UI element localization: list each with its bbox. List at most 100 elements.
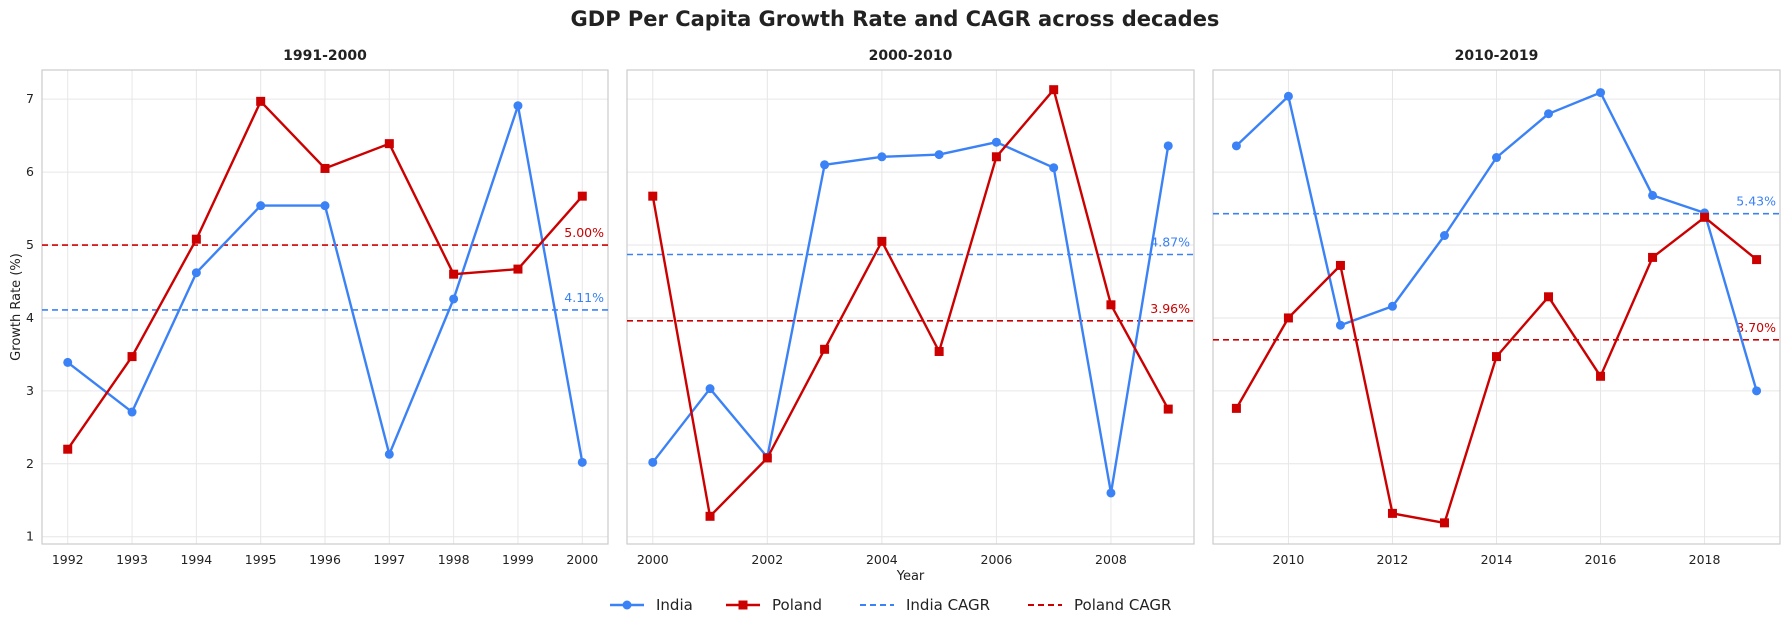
india-point <box>1283 91 1293 101</box>
india-point <box>1544 109 1554 119</box>
india-point <box>1231 141 1241 151</box>
india-cagr-label: 4.87% <box>1150 234 1190 249</box>
poland-point <box>256 96 266 106</box>
poland-point <box>384 139 394 149</box>
x-axis-label: Year <box>896 569 925 584</box>
poland-point <box>1648 252 1658 262</box>
figure-title: GDP Per Capita Growth Rate and CAGR acro… <box>571 7 1220 31</box>
poland-point <box>1700 212 1710 222</box>
india-point <box>648 457 658 467</box>
panel-2: 2000-2010 2000 2002 2004 2006 2008 Year 4.87% 3.… <box>626 48 1195 584</box>
y-tick-label: 7 <box>26 91 34 106</box>
poland-point <box>1049 85 1059 95</box>
y-tick-label: 3 <box>26 383 34 398</box>
x-tick-label: 2000 <box>566 552 598 567</box>
india-point <box>705 384 715 394</box>
x-tick-label: 2016 <box>1585 552 1617 567</box>
india-point <box>1596 88 1606 98</box>
india-point <box>191 268 201 278</box>
panel-3: 2010-2019 2010 2012 2014 2016 2018 5.43% 3.70% <box>1212 48 1781 567</box>
x-tick-label: 2008 <box>1095 552 1127 567</box>
poland-point <box>1163 404 1173 414</box>
india-point <box>449 294 459 304</box>
poland-point <box>1231 403 1241 413</box>
x-tick-label: 2002 <box>751 552 783 567</box>
poland-point <box>577 191 587 201</box>
poland-point <box>762 453 772 463</box>
panel-title: 2000-2010 <box>869 48 953 64</box>
poland-point <box>1106 300 1116 310</box>
poland-point <box>991 152 1001 162</box>
x-tick-label: 2014 <box>1481 552 1513 567</box>
poland-point <box>513 264 523 274</box>
india-point <box>63 357 73 367</box>
poland-point <box>1752 255 1762 265</box>
plot-frame <box>626 69 1195 545</box>
x-tick-label: 1994 <box>180 552 212 567</box>
y-axis-label: Growth Rate (%) <box>9 253 24 361</box>
plot-area <box>627 70 1194 544</box>
legend-poland-label: Poland <box>772 596 822 614</box>
x-tick-label: 2006 <box>981 552 1013 567</box>
poland-point <box>1283 313 1293 323</box>
x-tick-label: 1997 <box>373 552 405 567</box>
india-point <box>820 160 830 170</box>
india-point <box>513 101 523 111</box>
india-point <box>256 201 266 211</box>
india-point <box>1752 386 1762 396</box>
india-point <box>877 152 887 162</box>
x-tick-label: 1996 <box>309 552 341 567</box>
legend-poland-marker <box>738 600 748 610</box>
poland-point <box>705 511 715 521</box>
poland-series-line <box>651 88 1170 518</box>
poland-point <box>1439 518 1449 528</box>
poland-point <box>820 344 830 354</box>
x-tick-label: 2004 <box>866 552 898 567</box>
india-point <box>934 150 944 160</box>
panel-title: 1991-2000 <box>283 48 367 64</box>
poland-point <box>877 236 887 246</box>
poland-point <box>320 163 330 173</box>
india-point <box>1648 190 1658 200</box>
panel-1: 1991-2000 1992 1993 1994 1995 1996 1997 1998 199… <box>9 48 609 567</box>
plot-frame <box>1212 69 1781 545</box>
poland-cagr-label: 5.00% <box>564 225 604 240</box>
poland-point <box>648 191 658 201</box>
legend-india-label: India <box>656 596 693 614</box>
poland-point <box>63 444 73 454</box>
poland-point <box>1544 292 1554 302</box>
poland-point <box>1596 371 1606 381</box>
legend: India Poland India CAGR Poland CAGR <box>610 596 1171 614</box>
x-tick-label: 2000 <box>637 552 669 567</box>
x-tick-label: 1992 <box>52 552 84 567</box>
y-tick-label: 2 <box>26 456 34 471</box>
india-point <box>384 449 394 459</box>
panel-title: 2010-2019 <box>1455 48 1539 64</box>
poland-point <box>449 269 459 279</box>
y-tick-label: 1 <box>26 529 34 544</box>
poland-point <box>1492 352 1501 362</box>
poland-cagr-label: 3.96% <box>1150 301 1190 316</box>
x-tick-label: 2010 <box>1273 552 1305 567</box>
x-tick-label: 2018 <box>1689 552 1721 567</box>
y-tick-label: 4 <box>26 310 34 325</box>
india-point <box>1387 301 1397 311</box>
india-point <box>577 457 587 467</box>
india-point <box>1049 163 1059 173</box>
india-point <box>320 201 330 211</box>
india-cagr-label: 4.11% <box>564 290 604 305</box>
india-point <box>1492 153 1501 163</box>
y-tick-label: 5 <box>26 237 34 252</box>
x-tick-label: 1999 <box>502 552 534 567</box>
poland-point <box>191 234 201 244</box>
y-tick-label: 6 <box>26 164 34 179</box>
poland-point <box>127 352 137 362</box>
india-point <box>1163 141 1173 151</box>
poland-point <box>1335 260 1345 270</box>
india-point <box>1335 320 1345 330</box>
legend-poland-cagr-label: Poland CAGR <box>1074 596 1171 614</box>
india-series-line <box>651 140 1170 495</box>
x-tick-label: 1998 <box>438 552 470 567</box>
